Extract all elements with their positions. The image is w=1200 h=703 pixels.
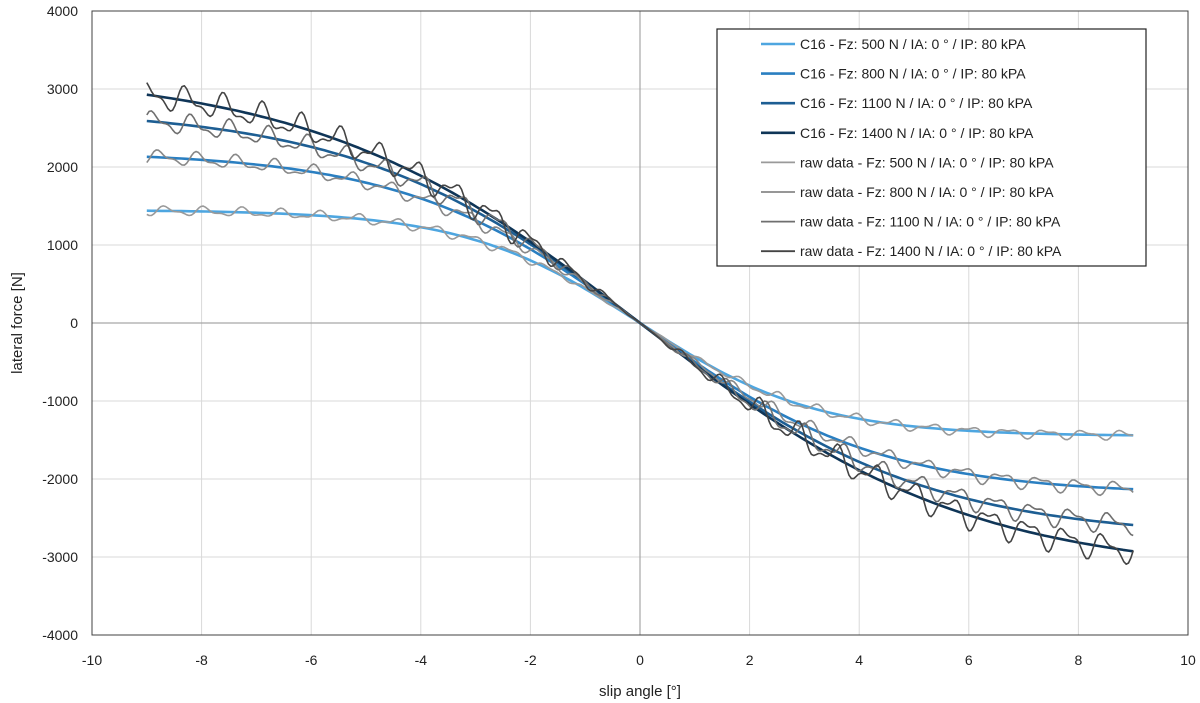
legend-label: raw data - Fz: 1100 N / IA: 0 ° / IP: 80…: [800, 214, 1061, 230]
plot-frame: [91, 10, 1189, 636]
y-tick-label: -3000: [42, 549, 78, 565]
legend-label: C16 - Fz: 500 N / IA: 0 ° / IP: 80 kPA: [800, 36, 1026, 52]
legend: C16 - Fz: 500 N / IA: 0 ° / IP: 80 kPA C1…: [716, 28, 1147, 267]
x-tick-label: 2: [746, 652, 754, 668]
legend-label: C16 - Fz: 800 N / IA: 0 ° / IP: 80 kPA: [800, 66, 1026, 82]
x-tick-label: 6: [965, 652, 973, 668]
x-tick-label: 0: [636, 652, 644, 668]
legend-label: raw data - Fz: 1400 N / IA: 0 ° / IP: 80…: [800, 243, 1062, 259]
x-tick-label: -4: [415, 652, 428, 668]
y-tick-label: -1000: [42, 393, 78, 409]
series-line-8: [146, 82, 1134, 566]
legend-label: C16 - Fz: 1100 N / IA: 0 ° / IP: 80 kPA: [800, 95, 1033, 111]
series-group: [146, 82, 1134, 566]
y-tick-label: -4000: [42, 627, 78, 643]
tick-labels: -10 -8 -6 -4 -2 0 2 4 6 8 10 4000 3000 2000 1000 0 -1000…: [42, 3, 1196, 668]
y-tick-label: 4000: [47, 3, 78, 19]
y-tick-label: 3000: [47, 81, 78, 97]
x-tick-label: -8: [195, 652, 208, 668]
y-axis-title: lateral force [N]: [9, 272, 26, 374]
x-tick-label: -2: [524, 652, 537, 668]
legend-box: [716, 28, 1147, 267]
x-tick-label: -6: [305, 652, 318, 668]
y-tick-label: 0: [70, 315, 78, 331]
x-tick-label: -10: [82, 652, 102, 668]
legend-label: raw data - Fz: 500 N / IA: 0 ° / IP: 80 …: [800, 154, 1054, 170]
x-tick-label: 4: [855, 652, 863, 668]
x-axis-title: slip angle [°]: [599, 683, 681, 700]
x-tick-label: 8: [1075, 652, 1083, 668]
y-tick-label: 2000: [47, 159, 78, 175]
legend-label: raw data - Fz: 800 N / IA: 0 ° / IP: 80 …: [800, 184, 1054, 200]
x-tick-label: 10: [1180, 652, 1196, 668]
y-tick-label: 1000: [47, 237, 78, 253]
legend-label: C16 - Fz: 1400 N / IA: 0 ° / IP: 80 kPA: [800, 125, 1034, 141]
y-tick-label: -2000: [42, 471, 78, 487]
